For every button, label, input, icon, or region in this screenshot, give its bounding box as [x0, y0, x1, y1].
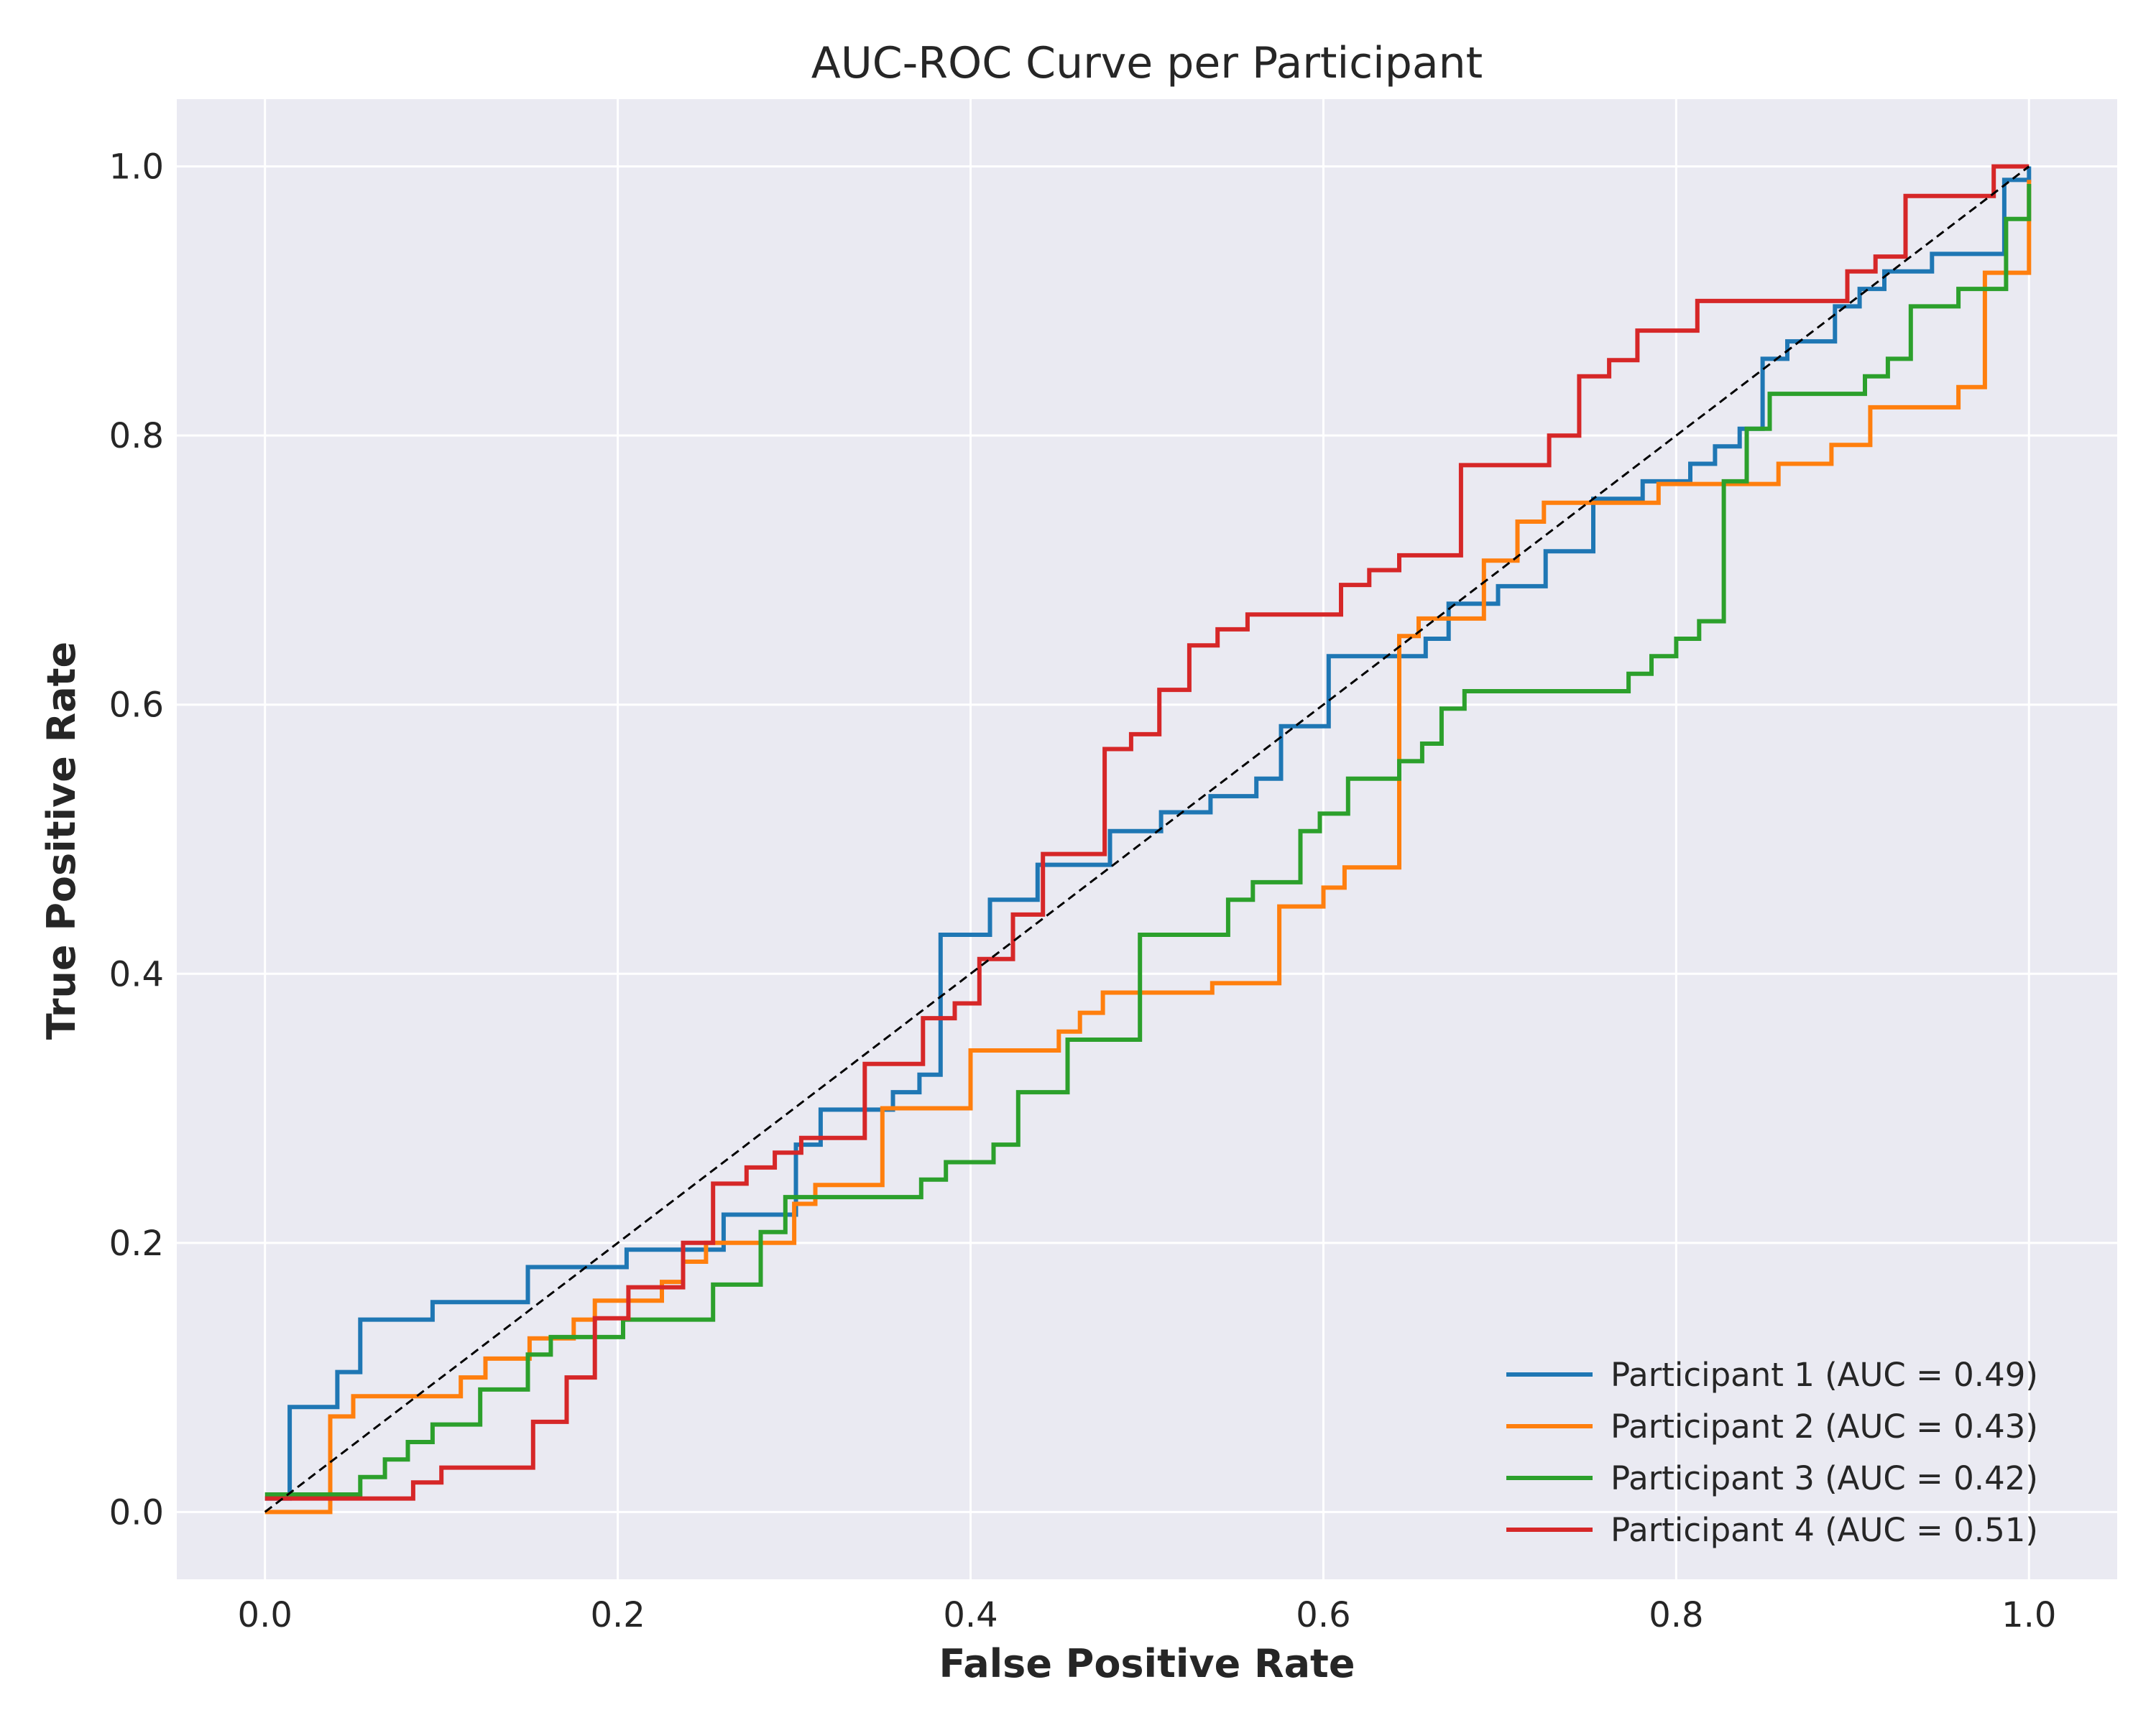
x-tick-label: 0.6 [1296, 1595, 1350, 1635]
legend-label: Participant 1 (AUC = 0.49) [1611, 1356, 2038, 1394]
y-tick-label: 0.0 [109, 1492, 164, 1533]
series-line-participant-3 [264, 184, 2032, 1497]
legend-label: Participant 2 (AUC = 0.43) [1611, 1408, 2038, 1446]
grid [177, 99, 2117, 1579]
legend-label: Participant 4 (AUC = 0.51) [1611, 1511, 2038, 1549]
legend-label: Participant 3 (AUC = 0.42) [1611, 1459, 2038, 1497]
y-tick-label: 1.0 [109, 147, 164, 188]
x-tick-label: 0.8 [1649, 1595, 1703, 1635]
y-tick-label: 0.6 [109, 685, 164, 726]
x-tick-label: 0.0 [238, 1595, 292, 1635]
diagonal-reference-line [264, 165, 2030, 1513]
y-tick-label: 0.2 [109, 1224, 164, 1264]
series-line-participant-1 [264, 166, 2032, 1501]
chart-title: AUC-ROC Curve per Participant [811, 38, 1483, 88]
x-tick-label: 0.4 [943, 1595, 998, 1635]
series-line-participant-4 [264, 164, 2030, 1501]
legend: Participant 1 (AUC = 0.49) Participant 2 … [1506, 1356, 2038, 1549]
tick-labels: 0.0 0.2 0.4 0.6 0.8 1.0 0.0 0.2 0.4 0.6 0.8 1.0 [109, 147, 2057, 1635]
curves [264, 164, 2032, 1515]
y-tick-label: 0.8 [109, 416, 164, 456]
y-tick-label: 0.4 [109, 954, 164, 994]
x-axis-label: False Positive Rate [939, 1641, 1355, 1686]
x-tick-label: 1.0 [2001, 1595, 2056, 1635]
y-axis-label: True Positive Rate [39, 642, 84, 1040]
x-tick-label: 0.2 [590, 1595, 645, 1635]
